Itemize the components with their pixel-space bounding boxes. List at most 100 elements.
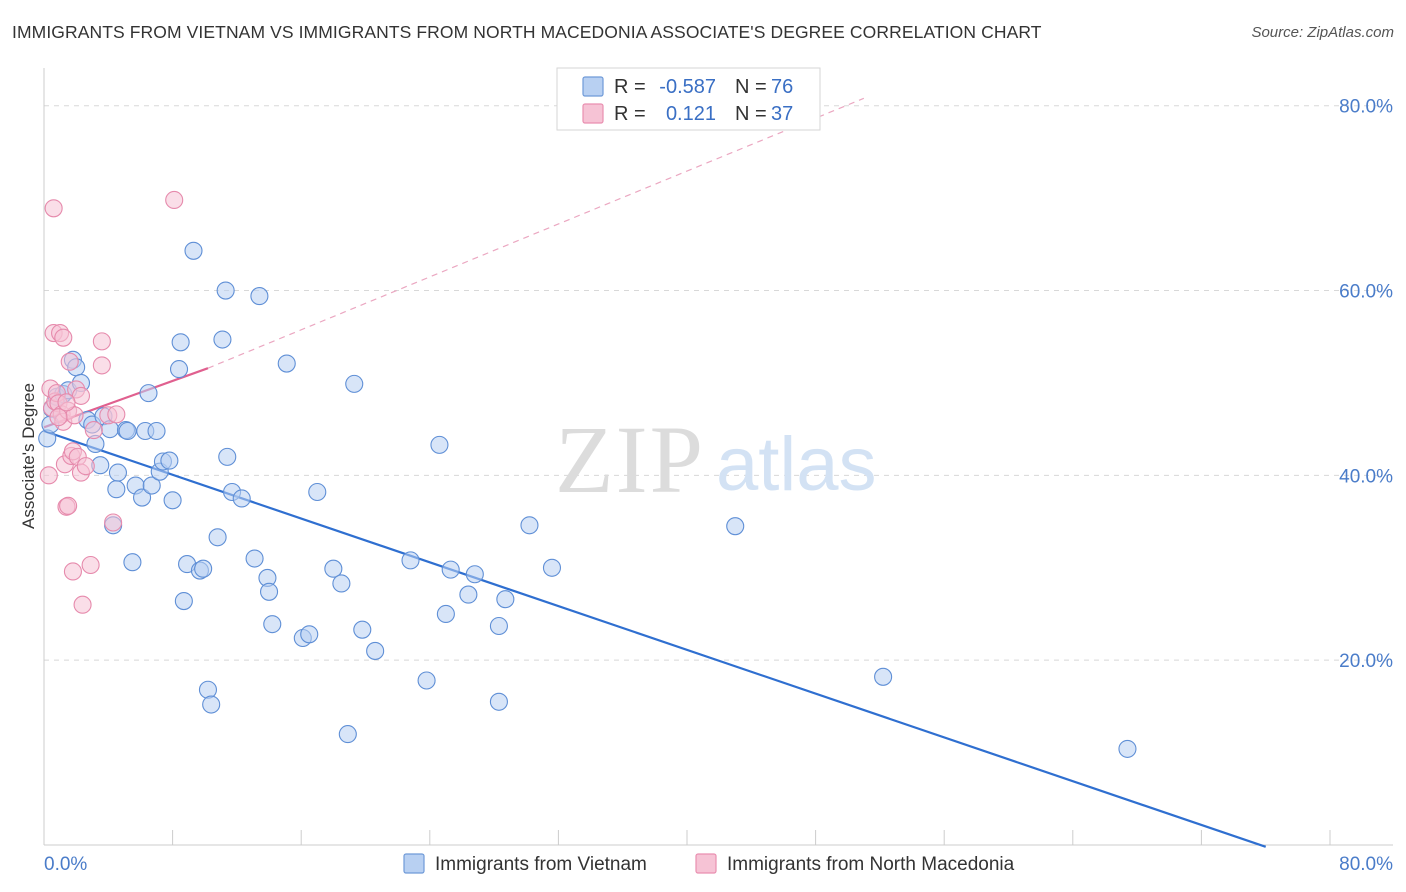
data-point-north-macedonia <box>107 405 126 424</box>
data-point-vietnam <box>496 590 515 609</box>
legend-r-label-vietnam: R = <box>614 76 646 98</box>
legend-swatch-vietnam <box>582 76 604 97</box>
data-point-vietnam <box>542 558 562 577</box>
legend-n-label-north-macedonia: N = <box>735 103 767 125</box>
data-point-north-macedonia <box>73 595 92 614</box>
data-point-vietnam <box>123 553 142 572</box>
data-point-vietnam <box>160 451 179 470</box>
data-point-vietnam <box>218 447 237 466</box>
y-tick-label: 20.0% <box>1339 651 1393 672</box>
data-point-vietnam <box>874 667 893 686</box>
data-point-vietnam <box>202 695 221 714</box>
data-point-north-macedonia <box>63 562 82 581</box>
data-point-vietnam <box>300 625 319 644</box>
data-point-vietnam <box>208 528 227 547</box>
data-point-vietnam <box>107 480 126 499</box>
data-point-north-macedonia <box>104 513 123 532</box>
data-point-vietnam <box>353 620 372 639</box>
x-tick-label: 80.0% <box>1339 854 1393 875</box>
axes-layer: 20.0% 40.0% 60.0% 80.0% 0.0% 80.0% <box>43 68 1393 875</box>
data-point-vietnam <box>133 488 152 507</box>
bottom-legend-label-vietnam: Immigrants from Vietnam <box>435 854 647 875</box>
data-point-vietnam <box>263 615 282 634</box>
data-point-vietnam <box>332 574 351 593</box>
data-point-north-macedonia <box>49 408 68 427</box>
data-point-north-macedonia <box>92 356 111 375</box>
data-point-vietnam <box>436 604 455 624</box>
grid-layer <box>44 105 1393 661</box>
bottom-legend-swatch-north-macedonia <box>695 853 717 874</box>
legend-r-value-north-macedonia: 0.121 <box>666 103 716 125</box>
legend-r-label-north-macedonia: R = <box>614 103 646 125</box>
bottom-legend-swatch-vietnam <box>403 853 425 874</box>
data-point-vietnam <box>417 671 436 690</box>
data-point-vietnam <box>459 585 478 604</box>
watermark: ZIP atlas <box>555 406 877 513</box>
legend-n-value-vietnam: 76 <box>771 76 793 98</box>
trend-extension-1 <box>207 97 865 369</box>
data-point-vietnam <box>216 281 235 300</box>
data-point-vietnam <box>163 491 182 510</box>
data-point-north-macedonia <box>81 555 100 575</box>
y-axis-label: Associate's Degree <box>19 383 38 529</box>
legend-swatch-north-macedonia <box>582 103 604 124</box>
data-point-north-macedonia <box>44 199 63 218</box>
data-point-north-macedonia <box>76 457 95 476</box>
data-point-vietnam <box>174 591 193 611</box>
watermark-atlas: atlas <box>716 422 877 507</box>
data-point-vietnam <box>489 616 508 636</box>
legend-n-label-vietnam: N = <box>735 76 767 98</box>
chart-title: IMMIGRANTS FROM VIETNAM VS IMMIGRANTS FR… <box>12 22 1042 42</box>
legend-r-value-vietnam: -0.587 <box>659 76 716 98</box>
data-point-vietnam <box>338 725 357 744</box>
data-point-vietnam <box>198 680 218 699</box>
data-point-north-macedonia <box>165 190 184 210</box>
data-point-vietnam <box>520 516 539 535</box>
data-point-vietnam <box>139 384 158 403</box>
data-point-vietnam <box>277 354 296 373</box>
y-tick-label: 60.0% <box>1339 282 1393 303</box>
data-point-vietnam <box>213 330 232 349</box>
data-point-north-macedonia <box>39 466 58 485</box>
y-tick-label: 80.0% <box>1339 97 1393 118</box>
data-point-north-macedonia <box>59 496 78 515</box>
data-point-north-macedonia <box>57 393 76 412</box>
bottom-legend-label-north-macedonia: Immigrants from North Macedonia <box>727 854 1015 875</box>
data-point-vietnam <box>726 517 745 536</box>
data-point-vietnam <box>147 421 166 441</box>
data-point-vietnam <box>259 582 279 601</box>
x-tick-label: 0.0% <box>44 854 87 875</box>
y-tick-label: 40.0% <box>1339 466 1393 487</box>
data-point-vietnam <box>401 551 420 570</box>
data-point-vietnam <box>171 333 190 352</box>
data-point-vietnam <box>1118 739 1137 758</box>
data-point-vietnam <box>430 435 449 454</box>
points-layer <box>38 190 1137 758</box>
legend-box: R = -0.587 N = 76 R = 0.121 N = 37 <box>556 67 821 131</box>
bottom-legend: Immigrants from Vietnam Immigrants from … <box>403 853 1015 875</box>
legend-n-value-north-macedonia: 37 <box>771 103 793 125</box>
data-point-vietnam <box>308 482 327 502</box>
data-point-vietnam <box>108 463 127 482</box>
chart-source: Source: ZipAtlas.com <box>1251 24 1394 41</box>
data-point-vietnam <box>118 421 137 441</box>
data-point-north-macedonia <box>60 352 79 371</box>
data-point-vietnam <box>184 241 203 260</box>
data-point-vietnam <box>489 692 508 711</box>
data-point-north-macedonia <box>84 421 103 440</box>
data-point-vietnam <box>245 549 264 568</box>
data-point-vietnam <box>194 559 213 578</box>
data-point-vietnam <box>232 489 251 508</box>
data-point-vietnam <box>441 560 460 579</box>
data-point-vietnam <box>169 360 189 379</box>
data-point-vietnam <box>250 287 269 306</box>
watermark-zip: ZIP <box>555 406 705 513</box>
data-point-north-macedonia <box>92 332 111 351</box>
data-point-vietnam <box>324 559 343 578</box>
data-point-vietnam <box>345 374 364 393</box>
data-point-north-macedonia <box>54 328 73 347</box>
data-point-vietnam <box>142 476 161 495</box>
data-point-vietnam <box>366 641 385 660</box>
data-point-vietnam <box>465 565 484 584</box>
